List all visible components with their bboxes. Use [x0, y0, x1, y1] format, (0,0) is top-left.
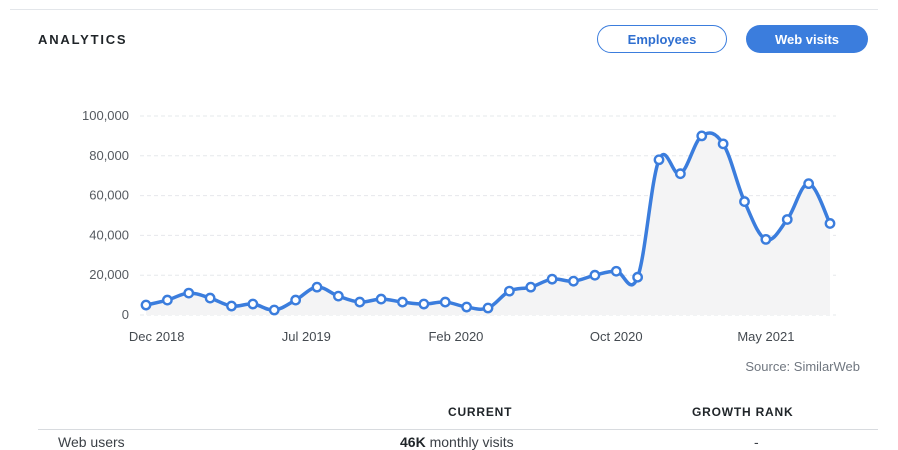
data-point[interactable] — [290, 294, 302, 306]
data-point[interactable] — [717, 138, 729, 150]
data-point[interactable] — [482, 302, 494, 314]
y-tick-label: 60,000 — [89, 188, 129, 203]
chart-points — [140, 130, 836, 316]
data-point[interactable] — [568, 275, 579, 287]
x-tick-label: Dec 2018 — [129, 329, 185, 344]
web-visits-chart: 0 20,000 40,000 60,000 80,000 100,000 Dec 201… — [82, 108, 836, 344]
data-point[interactable] — [760, 233, 772, 245]
top-divider — [10, 9, 878, 10]
row-current-value: 46K monthly visits — [400, 434, 514, 450]
x-axis-ticks: Dec 2018 Jul 2019 Feb 2020 Oct 2020 May 2021 — [129, 329, 795, 344]
data-point[interactable] — [739, 196, 750, 207]
data-point[interactable] — [140, 299, 152, 311]
y-axis-ticks: 0 20,000 40,000 60,000 80,000 100,000 — [82, 108, 129, 322]
data-point[interactable] — [332, 290, 344, 302]
current-value-unit: monthly visits — [429, 434, 514, 450]
data-point[interactable] — [632, 271, 644, 283]
row-label-web-users: Web users — [58, 434, 125, 450]
table-header-current: CURRENT — [448, 405, 513, 419]
chart-area-fill — [146, 132, 830, 315]
x-tick-label: Jul 2019 — [282, 329, 331, 344]
source-attribution: Source: SimilarWeb — [745, 359, 860, 374]
x-tick-label: Feb 2020 — [428, 329, 483, 344]
section-title: ANALYTICS — [38, 32, 128, 47]
y-tick-label: 20,000 — [89, 267, 129, 282]
table-header-growth-rank: GROWTH RANK — [692, 405, 794, 419]
data-point[interactable] — [503, 285, 515, 297]
data-point[interactable] — [781, 214, 793, 225]
data-point[interactable] — [696, 130, 708, 142]
x-tick-label: May 2021 — [737, 329, 794, 344]
y-tick-label: 100,000 — [82, 108, 129, 123]
data-point[interactable] — [354, 296, 366, 308]
x-tick-label: Oct 2020 — [590, 329, 643, 344]
data-point[interactable] — [546, 273, 558, 285]
data-point[interactable] — [674, 168, 686, 180]
data-point[interactable] — [247, 298, 259, 310]
data-point[interactable] — [183, 287, 195, 299]
data-point[interactable] — [268, 304, 280, 316]
data-point[interactable] — [610, 265, 622, 277]
data-point[interactable] — [418, 298, 430, 310]
y-tick-label: 80,000 — [89, 148, 129, 163]
data-point[interactable] — [311, 281, 323, 293]
data-point[interactable] — [226, 300, 237, 312]
y-tick-label: 0 — [122, 307, 129, 322]
data-point[interactable] — [824, 218, 836, 229]
data-point[interactable] — [653, 154, 665, 166]
tab-web-visits[interactable]: Web visits — [746, 25, 868, 53]
y-tick-label: 40,000 — [89, 227, 129, 242]
tab-employees[interactable]: Employees — [597, 25, 727, 53]
current-value-number: 46K — [400, 434, 426, 450]
data-point[interactable] — [461, 301, 473, 313]
data-point[interactable] — [397, 296, 408, 308]
table-divider — [38, 429, 878, 430]
data-point[interactable] — [375, 293, 387, 305]
data-point[interactable] — [439, 296, 451, 308]
data-point[interactable] — [525, 281, 537, 293]
data-point[interactable] — [589, 269, 601, 281]
row-growth-rank: - — [754, 434, 759, 450]
data-point[interactable] — [803, 178, 815, 190]
data-point[interactable] — [161, 294, 173, 306]
data-point[interactable] — [204, 292, 216, 304]
